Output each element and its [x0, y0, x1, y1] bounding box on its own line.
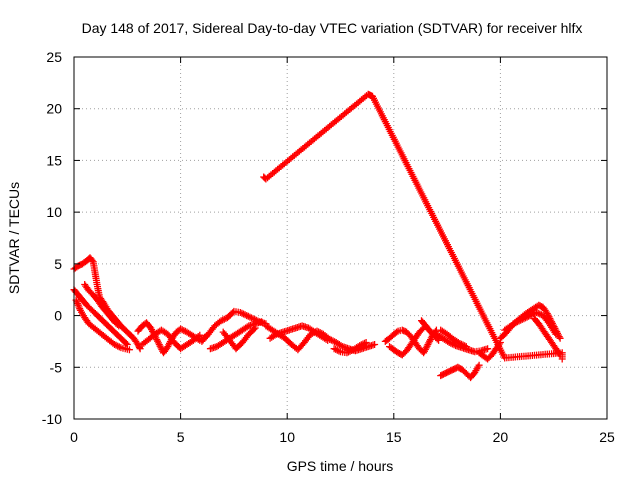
series-track-15-17-b	[386, 324, 428, 359]
point-marks	[437, 326, 470, 351]
point-marks	[81, 281, 123, 330]
x-tick-label: 20	[493, 429, 509, 445]
x-tick-label: 5	[177, 429, 185, 445]
point-marks	[330, 339, 370, 357]
axis-tick-labels: 0 5 10 15 20 25 -10 -5 0 5 10 15 20 25	[42, 49, 615, 445]
series-track-18-19-low	[437, 361, 483, 382]
y-tick-label: -5	[50, 359, 63, 375]
plot-frame	[73, 56, 608, 420]
series-track-20-22-b	[501, 309, 560, 338]
y-tick-label: 0	[54, 308, 62, 324]
y-tick-label: 10	[46, 204, 62, 220]
series-track-7-9-c	[219, 324, 259, 353]
series-track-early-loop	[81, 281, 123, 330]
series-track-3-6-b	[138, 326, 204, 353]
chart-title: Day 148 of 2017, Sidereal Day-to-day VTE…	[82, 20, 583, 36]
point-marks	[418, 317, 443, 344]
series-outliers	[260, 90, 566, 363]
data-marks	[70, 90, 566, 382]
x-tick-label: 25	[599, 429, 615, 445]
point-marks	[386, 324, 428, 359]
point-marks	[72, 296, 133, 354]
point-marks	[260, 90, 566, 363]
x-tick-label: 0	[70, 429, 78, 445]
point-marks	[437, 361, 483, 382]
y-tick-label: 15	[46, 152, 62, 168]
point-marks	[496, 301, 564, 342]
x-axis-label: GPS time / hours	[287, 458, 394, 474]
y-tick-label: 25	[46, 49, 62, 65]
x-tick-label: 10	[279, 429, 295, 445]
series-track-6-8	[198, 307, 270, 345]
series-track-9-12-b	[266, 322, 332, 344]
point-marks	[266, 322, 332, 344]
series-track-17-19-b	[437, 326, 470, 351]
series-track-12-14-b	[330, 339, 370, 357]
point-marks	[501, 309, 560, 338]
y-tick-label: 20	[46, 101, 62, 117]
point-marks	[198, 307, 270, 345]
x-tick-label: 15	[386, 429, 402, 445]
point-marks	[219, 324, 259, 353]
y-axis-label: SDTVAR / TECUs	[6, 182, 22, 294]
series-track-20-22	[496, 301, 564, 342]
series-track-early-low	[72, 296, 133, 354]
series-track-16-17-c	[418, 317, 443, 344]
axis-ticks	[73, 56, 608, 420]
point-marks	[138, 326, 204, 353]
grid-lines	[74, 57, 607, 419]
y-tick-label: -10	[42, 411, 62, 427]
y-tick-label: 5	[54, 256, 62, 272]
